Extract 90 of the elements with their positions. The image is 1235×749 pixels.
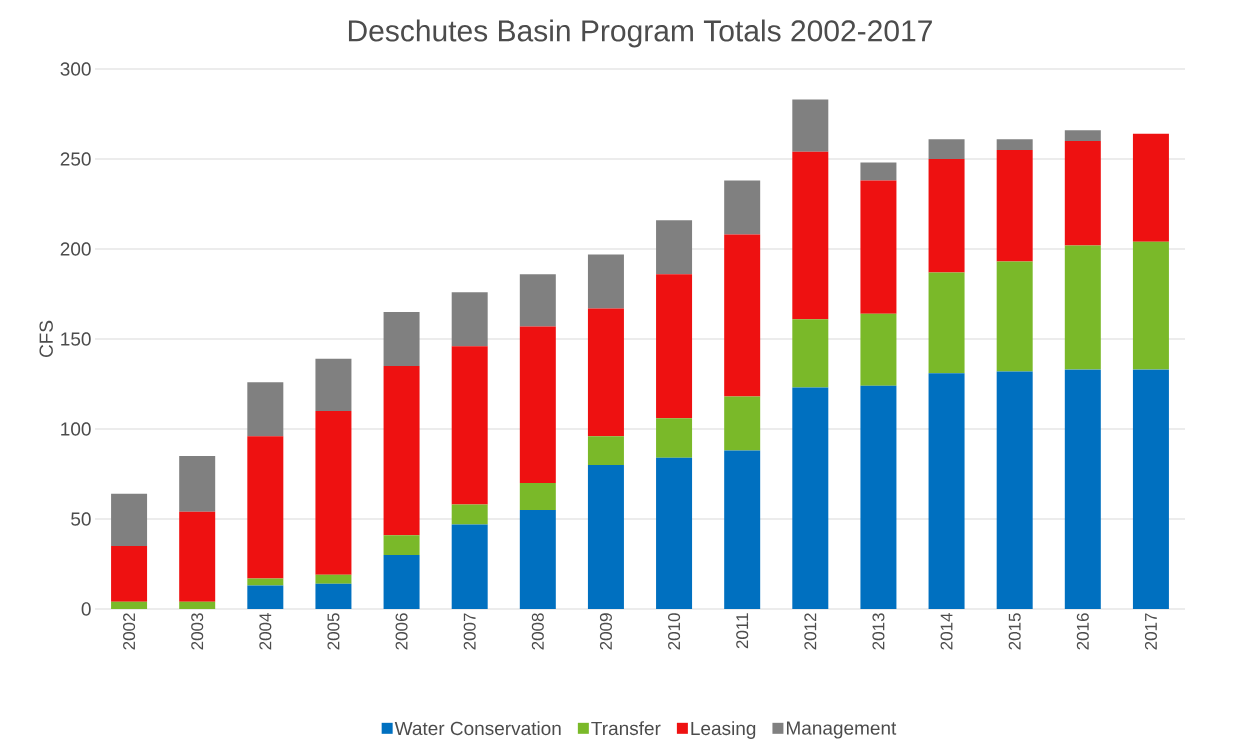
bar	[587, 464, 624, 609]
x-tick-label: 2005	[327, 613, 340, 650]
bar	[179, 601, 216, 609]
bar	[111, 493, 148, 546]
bar	[1064, 130, 1101, 141]
x-tick-label: 2012	[804, 613, 817, 650]
bar	[656, 418, 693, 458]
y-tick-label: 0	[81, 602, 91, 616]
bar	[1132, 133, 1169, 242]
x-tick-label: 2007	[463, 613, 476, 650]
bar	[996, 371, 1033, 609]
x-tick-label: 2010	[668, 613, 681, 650]
y-tick-label: 250	[60, 152, 91, 166]
bar	[315, 358, 352, 411]
bar	[315, 410, 352, 575]
bar	[792, 151, 829, 320]
x-tick-label: 2002	[123, 613, 136, 650]
bar	[1064, 369, 1101, 609]
bar	[247, 578, 284, 586]
bar	[587, 436, 624, 465]
x-tick-label: 2009	[599, 613, 612, 650]
bar	[928, 158, 965, 273]
x-tick-label: 2014	[940, 613, 953, 650]
chart-title: Deschutes Basin Program Totals 2002-2017	[348, 19, 932, 48]
bar	[315, 583, 352, 609]
bar	[996, 149, 1033, 262]
bar	[996, 139, 1033, 150]
bar	[996, 261, 1033, 372]
bar	[451, 346, 488, 505]
x-tick-label: 2013	[872, 613, 885, 650]
x-tick-label: 2006	[395, 613, 408, 650]
x-tick-label: 2011	[736, 613, 749, 649]
bar	[928, 139, 965, 159]
bar	[860, 162, 897, 181]
bar	[519, 482, 556, 510]
bar	[587, 254, 624, 309]
x-tick-label: 2016	[1076, 613, 1089, 650]
y-tick-label: 100	[61, 422, 91, 436]
bar	[792, 319, 829, 388]
bar	[724, 450, 761, 609]
bar	[315, 574, 352, 584]
bar	[451, 504, 488, 525]
bar	[1064, 140, 1101, 246]
bar	[451, 292, 488, 347]
bar	[860, 385, 897, 609]
y-axis-title: CFS	[39, 320, 53, 358]
y-tick-label: 200	[60, 242, 91, 256]
bar	[656, 274, 693, 419]
bar	[383, 535, 420, 555]
y-tick-label: 50	[71, 512, 91, 526]
bar	[860, 313, 897, 386]
bar	[1064, 245, 1101, 370]
x-tick-label: 2015	[1008, 613, 1021, 650]
bar	[247, 382, 284, 437]
x-tick-label: 2004	[259, 613, 272, 650]
bar	[247, 585, 284, 609]
y-tick-label: 300	[60, 62, 91, 76]
legend-label: Water Conservation	[394, 721, 561, 736]
bar	[111, 545, 148, 602]
legend-label: Transfer	[591, 721, 661, 736]
y-tick-label: 150	[61, 332, 91, 346]
legend-label: Leasing	[691, 721, 756, 739]
bar	[111, 601, 148, 609]
bar	[247, 436, 284, 579]
bar	[383, 311, 420, 366]
bar	[724, 234, 761, 397]
bar	[656, 220, 693, 275]
bar	[928, 373, 965, 609]
bar	[724, 396, 761, 451]
bar	[179, 455, 216, 512]
bar	[792, 99, 829, 152]
legend-label: Management	[786, 721, 897, 739]
bar	[792, 387, 829, 609]
bar	[383, 365, 420, 536]
x-tick-label: 2003	[191, 613, 204, 650]
bar	[860, 180, 897, 314]
bar	[451, 524, 488, 609]
bar	[1132, 369, 1169, 609]
bar	[519, 509, 556, 609]
bar	[928, 272, 965, 374]
bar	[383, 554, 420, 609]
bar	[519, 326, 556, 483]
bar	[519, 274, 556, 327]
bar	[1132, 241, 1169, 370]
bar	[179, 511, 216, 602]
bar	[724, 180, 761, 235]
bar	[587, 308, 624, 437]
x-tick-label: 2008	[531, 613, 544, 650]
bar	[656, 457, 693, 609]
x-tick-label: 2017	[1144, 613, 1157, 650]
